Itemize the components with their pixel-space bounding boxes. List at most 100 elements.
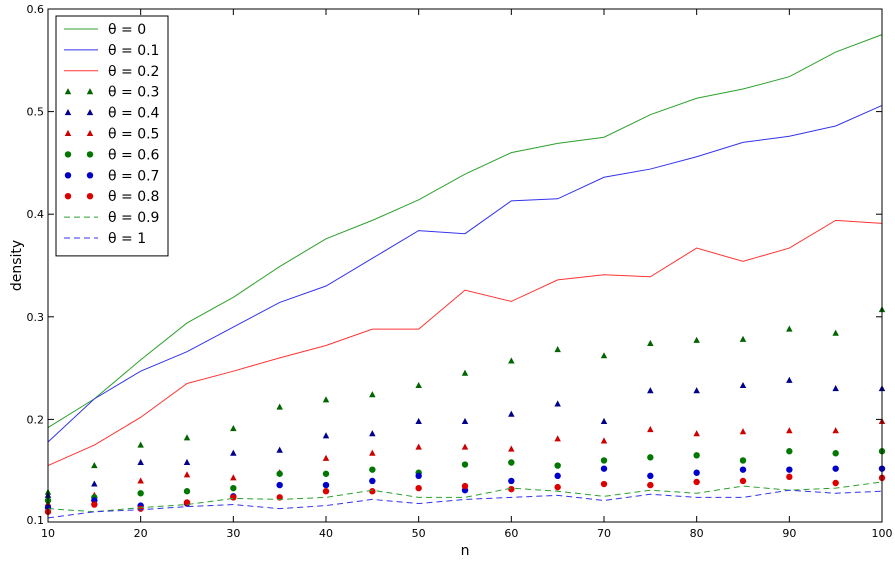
data-point-triangle	[322, 454, 330, 461]
data-point-triangle	[508, 357, 515, 364]
data-point-triangle	[739, 335, 747, 342]
legend-label: θ = 0.9	[108, 210, 159, 226]
legend-marker-circle	[86, 151, 94, 158]
plot-area-frame	[47, 8, 883, 523]
plot-marks	[44, 34, 886, 519]
data-point-circle	[230, 484, 237, 492]
y-tick-label: 0.3	[27, 311, 45, 324]
legend-label: θ = 0.6	[108, 147, 160, 163]
data-point-triangle	[832, 427, 839, 434]
x-tick-label: 30	[226, 527, 240, 540]
legend-item: θ = 0.8	[64, 189, 159, 205]
y-tick-label: 0.5	[27, 106, 45, 119]
series-line	[47, 104, 883, 443]
data-point-circle	[554, 472, 561, 480]
data-point-circle	[369, 488, 376, 495]
legend-marker-triangle	[64, 129, 72, 137]
data-point-circle	[137, 505, 144, 512]
data-point-circle	[369, 466, 376, 473]
legend-label: θ = 0.3	[108, 85, 159, 101]
data-point-triangle	[230, 425, 237, 432]
legend-item: θ = 0.9	[64, 210, 159, 226]
y-axis-label: density	[9, 240, 25, 291]
data-point-circle	[693, 478, 700, 486]
legend: θ = 0 θ = 0.1 θ = 0.2 θ = 0.3 θ = 0.4 θ = 0.5…	[55, 15, 169, 257]
legend-label: θ = 1	[108, 231, 146, 247]
data-point-circle	[554, 462, 561, 469]
data-point-circle	[322, 488, 330, 495]
data-point-circle	[461, 461, 469, 468]
data-point-triangle	[786, 325, 793, 332]
data-point-circle	[786, 466, 793, 473]
data-point-triangle	[230, 449, 237, 456]
data-point-triangle	[369, 391, 376, 398]
data-point-circle	[739, 466, 747, 473]
legend-label: θ = 0.8	[108, 189, 159, 205]
data-point-triangle	[554, 400, 561, 407]
data-point-circle	[276, 470, 283, 477]
axis-ticks: 10 20 30 40 50 60 70 80 90 100 0.1 0.2 0.3 0.4 0.5 0.6	[27, 3, 893, 540]
legend-marker-circle	[86, 193, 94, 200]
data-point-triangle	[91, 480, 98, 487]
series-line	[47, 219, 883, 467]
data-point-circle	[322, 470, 330, 477]
data-point-triangle	[508, 410, 515, 417]
legend-marker-circle	[64, 172, 72, 179]
data-point-triangle	[415, 417, 422, 424]
data-point-triangle	[554, 435, 561, 442]
data-point-triangle	[137, 477, 144, 484]
legend-marker-triangle	[64, 88, 72, 95]
data-point-circle	[600, 480, 608, 488]
data-point-circle	[600, 457, 608, 464]
legend-item: θ = 0.7	[64, 168, 159, 184]
series-0	[47, 34, 883, 429]
data-point-triangle	[786, 376, 793, 383]
data-point-circle	[647, 481, 654, 489]
data-point-triangle	[183, 471, 191, 478]
x-tick-label: 60	[504, 527, 518, 540]
legend-item: θ = 1	[64, 231, 146, 247]
data-point-circle	[508, 459, 515, 466]
legend-label: θ = 0.2	[108, 64, 159, 80]
data-point-circle	[461, 482, 469, 490]
data-point-circle	[322, 481, 330, 489]
data-point-circle	[786, 473, 793, 481]
data-point-circle	[832, 465, 839, 472]
data-point-triangle	[832, 329, 839, 336]
data-point-triangle	[786, 427, 793, 434]
x-tick-label: 50	[412, 527, 426, 540]
series-line	[47, 34, 883, 429]
data-point-circle	[600, 465, 608, 472]
legend-marker-circle	[64, 193, 72, 200]
legend-item: θ = 0.6	[64, 147, 160, 163]
data-point-circle	[739, 457, 747, 464]
data-point-circle	[739, 477, 747, 485]
data-point-triangle	[600, 352, 608, 359]
data-point-circle	[276, 481, 283, 489]
x-tick-label: 100	[872, 527, 893, 540]
data-point-triangle	[183, 458, 191, 466]
data-point-circle	[693, 469, 700, 476]
x-axis-label: n	[461, 543, 470, 559]
data-point-triangle	[554, 346, 561, 353]
data-point-circle	[230, 494, 237, 501]
data-point-circle	[647, 472, 654, 480]
data-point-triangle	[369, 430, 376, 437]
data-point-triangle	[183, 434, 191, 441]
x-tick-label: 90	[782, 527, 796, 540]
legend-item: θ = 0.3	[64, 85, 159, 101]
legend-item: θ = 0.2	[64, 64, 159, 80]
data-point-circle	[183, 488, 191, 495]
legend-label: θ = 0.4	[108, 106, 160, 122]
data-point-triangle	[739, 428, 747, 435]
data-point-triangle	[415, 381, 422, 389]
data-point-triangle	[91, 461, 98, 469]
y-tick-label: 0.2	[27, 413, 45, 426]
data-point-triangle	[693, 387, 700, 394]
data-point-circle	[647, 454, 654, 461]
x-tick-label: 40	[319, 527, 333, 540]
data-point-triangle	[461, 417, 469, 424]
data-point-triangle	[600, 417, 608, 424]
legend-item: θ = 0.4	[64, 106, 160, 122]
data-point-triangle	[276, 403, 283, 410]
